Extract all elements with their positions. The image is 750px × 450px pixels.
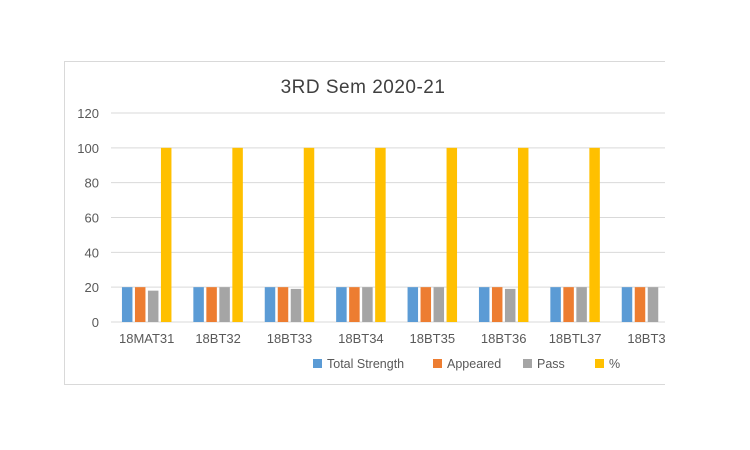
bar-pass bbox=[290, 288, 302, 322]
chart-frame: 3RD Sem 2020-21 0 20 40 60 80 100 120 18MAT31 18B… bbox=[64, 61, 665, 385]
x-tick-label: 18BT33 bbox=[267, 331, 313, 346]
y-tick-label: 0 bbox=[92, 315, 99, 330]
bar-appeared bbox=[420, 287, 432, 322]
chart-title: 3RD Sem 2020-21 bbox=[281, 77, 446, 98]
bar- bbox=[446, 147, 458, 322]
legend-swatch bbox=[313, 359, 322, 368]
legend-label: % bbox=[609, 357, 620, 371]
x-tick-label: 18BT35 bbox=[410, 331, 456, 346]
legend-label: Appeared bbox=[447, 357, 501, 371]
bar-appeared bbox=[134, 287, 146, 322]
bar-pass bbox=[647, 287, 659, 322]
x-tick-label: 18BT34 bbox=[338, 331, 384, 346]
bar-total-strength bbox=[121, 287, 133, 322]
bar-appeared bbox=[206, 287, 217, 322]
bar-total-strength bbox=[407, 287, 419, 322]
bar-pass bbox=[147, 290, 159, 322]
bar-appeared bbox=[634, 287, 646, 322]
x-tick-label: 18BT3 bbox=[627, 331, 665, 346]
legend-swatch bbox=[595, 359, 604, 368]
bar- bbox=[303, 147, 315, 322]
bar-pass bbox=[219, 287, 230, 322]
bar-pass bbox=[433, 287, 445, 322]
bar- bbox=[160, 147, 172, 322]
bar-total-strength bbox=[550, 287, 561, 322]
bar- bbox=[232, 147, 243, 322]
legend-label: Pass bbox=[537, 357, 565, 371]
bar- bbox=[517, 147, 529, 322]
y-tick-label: 40 bbox=[85, 245, 99, 260]
y-tick-label: 120 bbox=[77, 106, 99, 121]
bar-total-strength bbox=[336, 287, 347, 322]
bar-total-strength bbox=[478, 287, 490, 322]
bar-chart: 3RD Sem 2020-21 0 20 40 60 80 100 120 18MAT31 18B… bbox=[77, 77, 665, 371]
bar-pass bbox=[504, 288, 516, 322]
y-tick-label: 60 bbox=[85, 211, 99, 226]
legend-swatch bbox=[523, 359, 532, 368]
legend-label: Total Strength bbox=[327, 357, 404, 371]
x-tick-label: 18BT32 bbox=[195, 331, 241, 346]
y-tick-label: 100 bbox=[77, 141, 99, 156]
bar-pass bbox=[576, 287, 587, 322]
x-tick-label: 18MAT31 bbox=[119, 331, 174, 346]
bar-total-strength bbox=[621, 287, 633, 322]
bar-appeared bbox=[491, 287, 503, 322]
bar-appeared bbox=[349, 287, 360, 322]
bar-total-strength bbox=[264, 287, 276, 322]
bar- bbox=[589, 147, 600, 322]
y-tick-label: 20 bbox=[85, 280, 99, 295]
y-tick-label: 80 bbox=[85, 176, 99, 191]
bar- bbox=[375, 147, 386, 322]
bar-appeared bbox=[563, 287, 574, 322]
bar-appeared bbox=[277, 287, 289, 322]
x-tick-label: 18BTL37 bbox=[549, 331, 602, 346]
bar-pass bbox=[362, 287, 373, 322]
bar-total-strength bbox=[193, 287, 204, 322]
legend-swatch bbox=[433, 359, 442, 368]
x-tick-label: 18BT36 bbox=[481, 331, 527, 346]
